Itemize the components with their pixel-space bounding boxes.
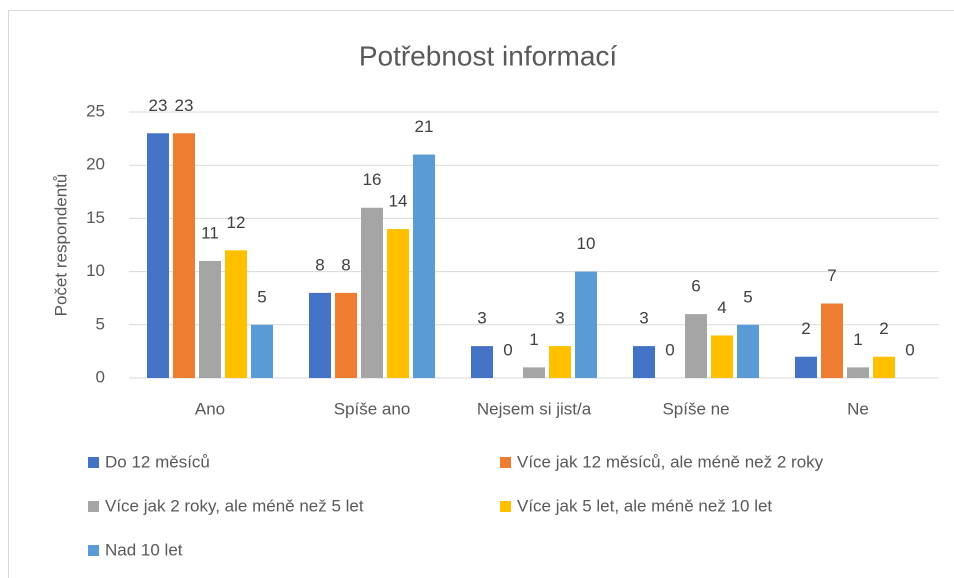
legend-label: Více jak 2 roky, ale méně než 5 let bbox=[105, 496, 364, 515]
legend-swatch bbox=[88, 457, 99, 468]
data-label: 1 bbox=[529, 330, 538, 349]
data-label: 12 bbox=[227, 213, 246, 232]
data-label: 3 bbox=[477, 309, 486, 328]
bar bbox=[471, 346, 493, 378]
data-label: 6 bbox=[691, 277, 700, 296]
data-label: 3 bbox=[639, 309, 648, 328]
data-label: 21 bbox=[415, 117, 434, 136]
data-label: 1 bbox=[853, 330, 862, 349]
data-label: 14 bbox=[389, 192, 408, 211]
data-label: 4 bbox=[717, 298, 726, 317]
x-tick-label: Spíše ne bbox=[662, 399, 729, 418]
y-tick-label: 25 bbox=[86, 101, 105, 120]
legend-label: Nad 10 let bbox=[105, 540, 183, 559]
bar bbox=[413, 154, 435, 378]
bar bbox=[173, 133, 195, 378]
data-label: 3 bbox=[555, 309, 564, 328]
bar bbox=[251, 324, 273, 378]
legend-label: Více jak 12 měsíců, ale méně než 2 roky bbox=[517, 452, 824, 471]
data-label: 2 bbox=[801, 319, 810, 338]
legend-label: Více jak 5 let, ale méně než 10 let bbox=[517, 496, 772, 515]
bar bbox=[309, 292, 331, 378]
data-label: 2 bbox=[879, 319, 888, 338]
data-label: 8 bbox=[315, 255, 324, 274]
legend-swatch bbox=[88, 501, 99, 512]
bar bbox=[873, 356, 895, 378]
bar bbox=[575, 271, 597, 378]
bar bbox=[821, 303, 843, 378]
bar bbox=[361, 207, 383, 378]
y-tick-label: 20 bbox=[86, 155, 105, 174]
legend-swatch bbox=[500, 501, 511, 512]
bar bbox=[199, 260, 221, 378]
bar bbox=[685, 314, 707, 378]
data-label: 0 bbox=[503, 340, 512, 359]
bar bbox=[737, 324, 759, 378]
data-label: 5 bbox=[257, 287, 266, 306]
bar bbox=[335, 292, 357, 378]
data-label: 7 bbox=[827, 266, 836, 285]
data-label: 23 bbox=[175, 96, 194, 115]
bar bbox=[795, 356, 817, 378]
bar bbox=[847, 367, 869, 378]
bar bbox=[387, 229, 409, 378]
data-label: 10 bbox=[577, 234, 596, 253]
bar bbox=[523, 367, 545, 378]
x-tick-label: Spíše ano bbox=[334, 399, 411, 418]
bar bbox=[711, 335, 733, 378]
y-tick-label: 10 bbox=[86, 261, 105, 280]
x-tick-label: Ano bbox=[195, 399, 225, 418]
data-label: 8 bbox=[341, 255, 350, 274]
chart-border bbox=[8, 10, 954, 578]
y-axis-label: Počet respondentů bbox=[51, 174, 70, 317]
legend-swatch bbox=[88, 545, 99, 556]
bar bbox=[147, 133, 169, 378]
data-label: 11 bbox=[201, 223, 219, 242]
data-label: 16 bbox=[363, 170, 382, 189]
chart-title: Potřebnost informací bbox=[359, 40, 618, 71]
legend-label: Do 12 měsíců bbox=[105, 452, 210, 471]
y-tick-label: 0 bbox=[96, 367, 105, 386]
y-tick-label: 15 bbox=[86, 208, 105, 227]
legend-swatch bbox=[500, 457, 511, 468]
y-tick-label: 5 bbox=[96, 314, 105, 333]
x-tick-label: Ne bbox=[847, 399, 869, 418]
data-label: 0 bbox=[905, 340, 914, 359]
bar bbox=[549, 346, 571, 378]
x-tick-label: Nejsem si jist/a bbox=[477, 399, 592, 418]
bar bbox=[225, 250, 247, 378]
data-label: 5 bbox=[743, 287, 752, 306]
data-label: 0 bbox=[665, 340, 674, 359]
bar bbox=[633, 346, 655, 378]
data-label: 23 bbox=[149, 96, 168, 115]
